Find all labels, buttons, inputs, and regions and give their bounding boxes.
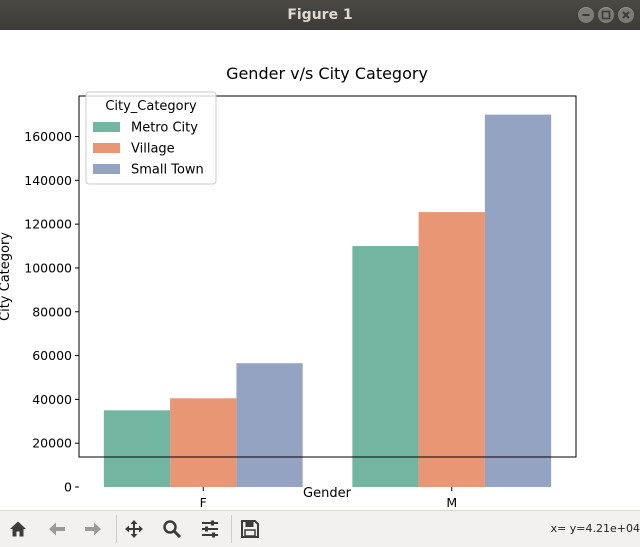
y-tick-label: 60000	[32, 348, 72, 363]
y-tick-label: 100000	[24, 260, 72, 275]
home-button[interactable]	[3, 515, 33, 543]
bar	[236, 363, 303, 487]
cursor-coordinates: x= y=4.21e+04	[550, 522, 640, 535]
y-axis-ticks: 0 20000 40000 60000 80000 100000 120000 140000 1…	[24, 129, 79, 495]
x-axis-label: Gender	[303, 486, 352, 501]
legend-title: City_Category	[105, 99, 197, 114]
forward-button[interactable]	[78, 515, 108, 543]
chart: Gender v/s City Category 0 20000 40000 6000…	[0, 64, 577, 510]
back-button[interactable]	[42, 515, 72, 543]
y-tick-label: 140000	[24, 173, 72, 188]
legend-swatch	[93, 143, 120, 153]
maximize-icon	[601, 10, 611, 20]
window-title: Figure 1	[287, 7, 353, 23]
x-tick-label: M	[446, 495, 457, 510]
arrow-right-icon	[85, 522, 101, 536]
y-tick-label: 80000	[32, 304, 72, 319]
magnifier-icon	[163, 520, 182, 539]
legend-entry-label: Village	[131, 142, 175, 157]
y-tick-label: 20000	[32, 436, 72, 451]
plot-frame	[78, 95, 577, 458]
arrow-left-icon	[49, 522, 65, 536]
maximize-button[interactable]	[598, 7, 614, 23]
save-button[interactable]	[235, 515, 265, 543]
move-icon	[125, 520, 143, 538]
bar	[103, 410, 171, 487]
minimize-icon	[582, 14, 590, 16]
x-tick-label: F	[200, 495, 207, 510]
y-tick-label: 40000	[32, 392, 72, 407]
toolbar-separator	[116, 515, 117, 543]
bar	[170, 398, 237, 487]
legend-swatch	[93, 164, 120, 174]
y-tick-label: 160000	[24, 129, 72, 144]
legend-entry-label: Metro City	[131, 121, 198, 136]
pan-button[interactable]	[119, 515, 149, 543]
sliders-icon	[202, 520, 218, 538]
legend: City_Category Metro City Village Small Tow…	[85, 91, 217, 185]
bars	[103, 114, 552, 487]
bar	[352, 246, 419, 487]
toolbar-separator	[231, 515, 232, 543]
y-tick-label: 0	[64, 480, 72, 495]
bar	[418, 212, 485, 487]
window-titlebar[interactable]: Figure 1	[0, 0, 640, 30]
floppy-disk-icon	[241, 520, 259, 538]
figure-canvas[interactable]: Gender v/s City Category 0 20000 40000 6000…	[0, 30, 640, 510]
toolbar: x= y=4.21e+04	[0, 510, 640, 547]
y-axis-label: City Category	[0, 232, 13, 321]
home-icon	[10, 521, 26, 537]
legend-box	[85, 91, 217, 185]
minimize-button[interactable]	[578, 7, 594, 23]
legend-entry-label: Small Town	[131, 163, 204, 178]
chart-title: Gender v/s City Category	[226, 64, 428, 83]
legend-swatch	[93, 122, 120, 132]
legend-items: Metro City Village Small Town	[93, 121, 204, 178]
configure-subplots-button[interactable]	[195, 515, 225, 543]
close-button[interactable]	[618, 7, 634, 23]
y-tick-label: 120000	[24, 217, 72, 232]
bar	[484, 114, 552, 487]
zoom-button[interactable]	[157, 515, 187, 543]
close-icon	[622, 11, 630, 19]
